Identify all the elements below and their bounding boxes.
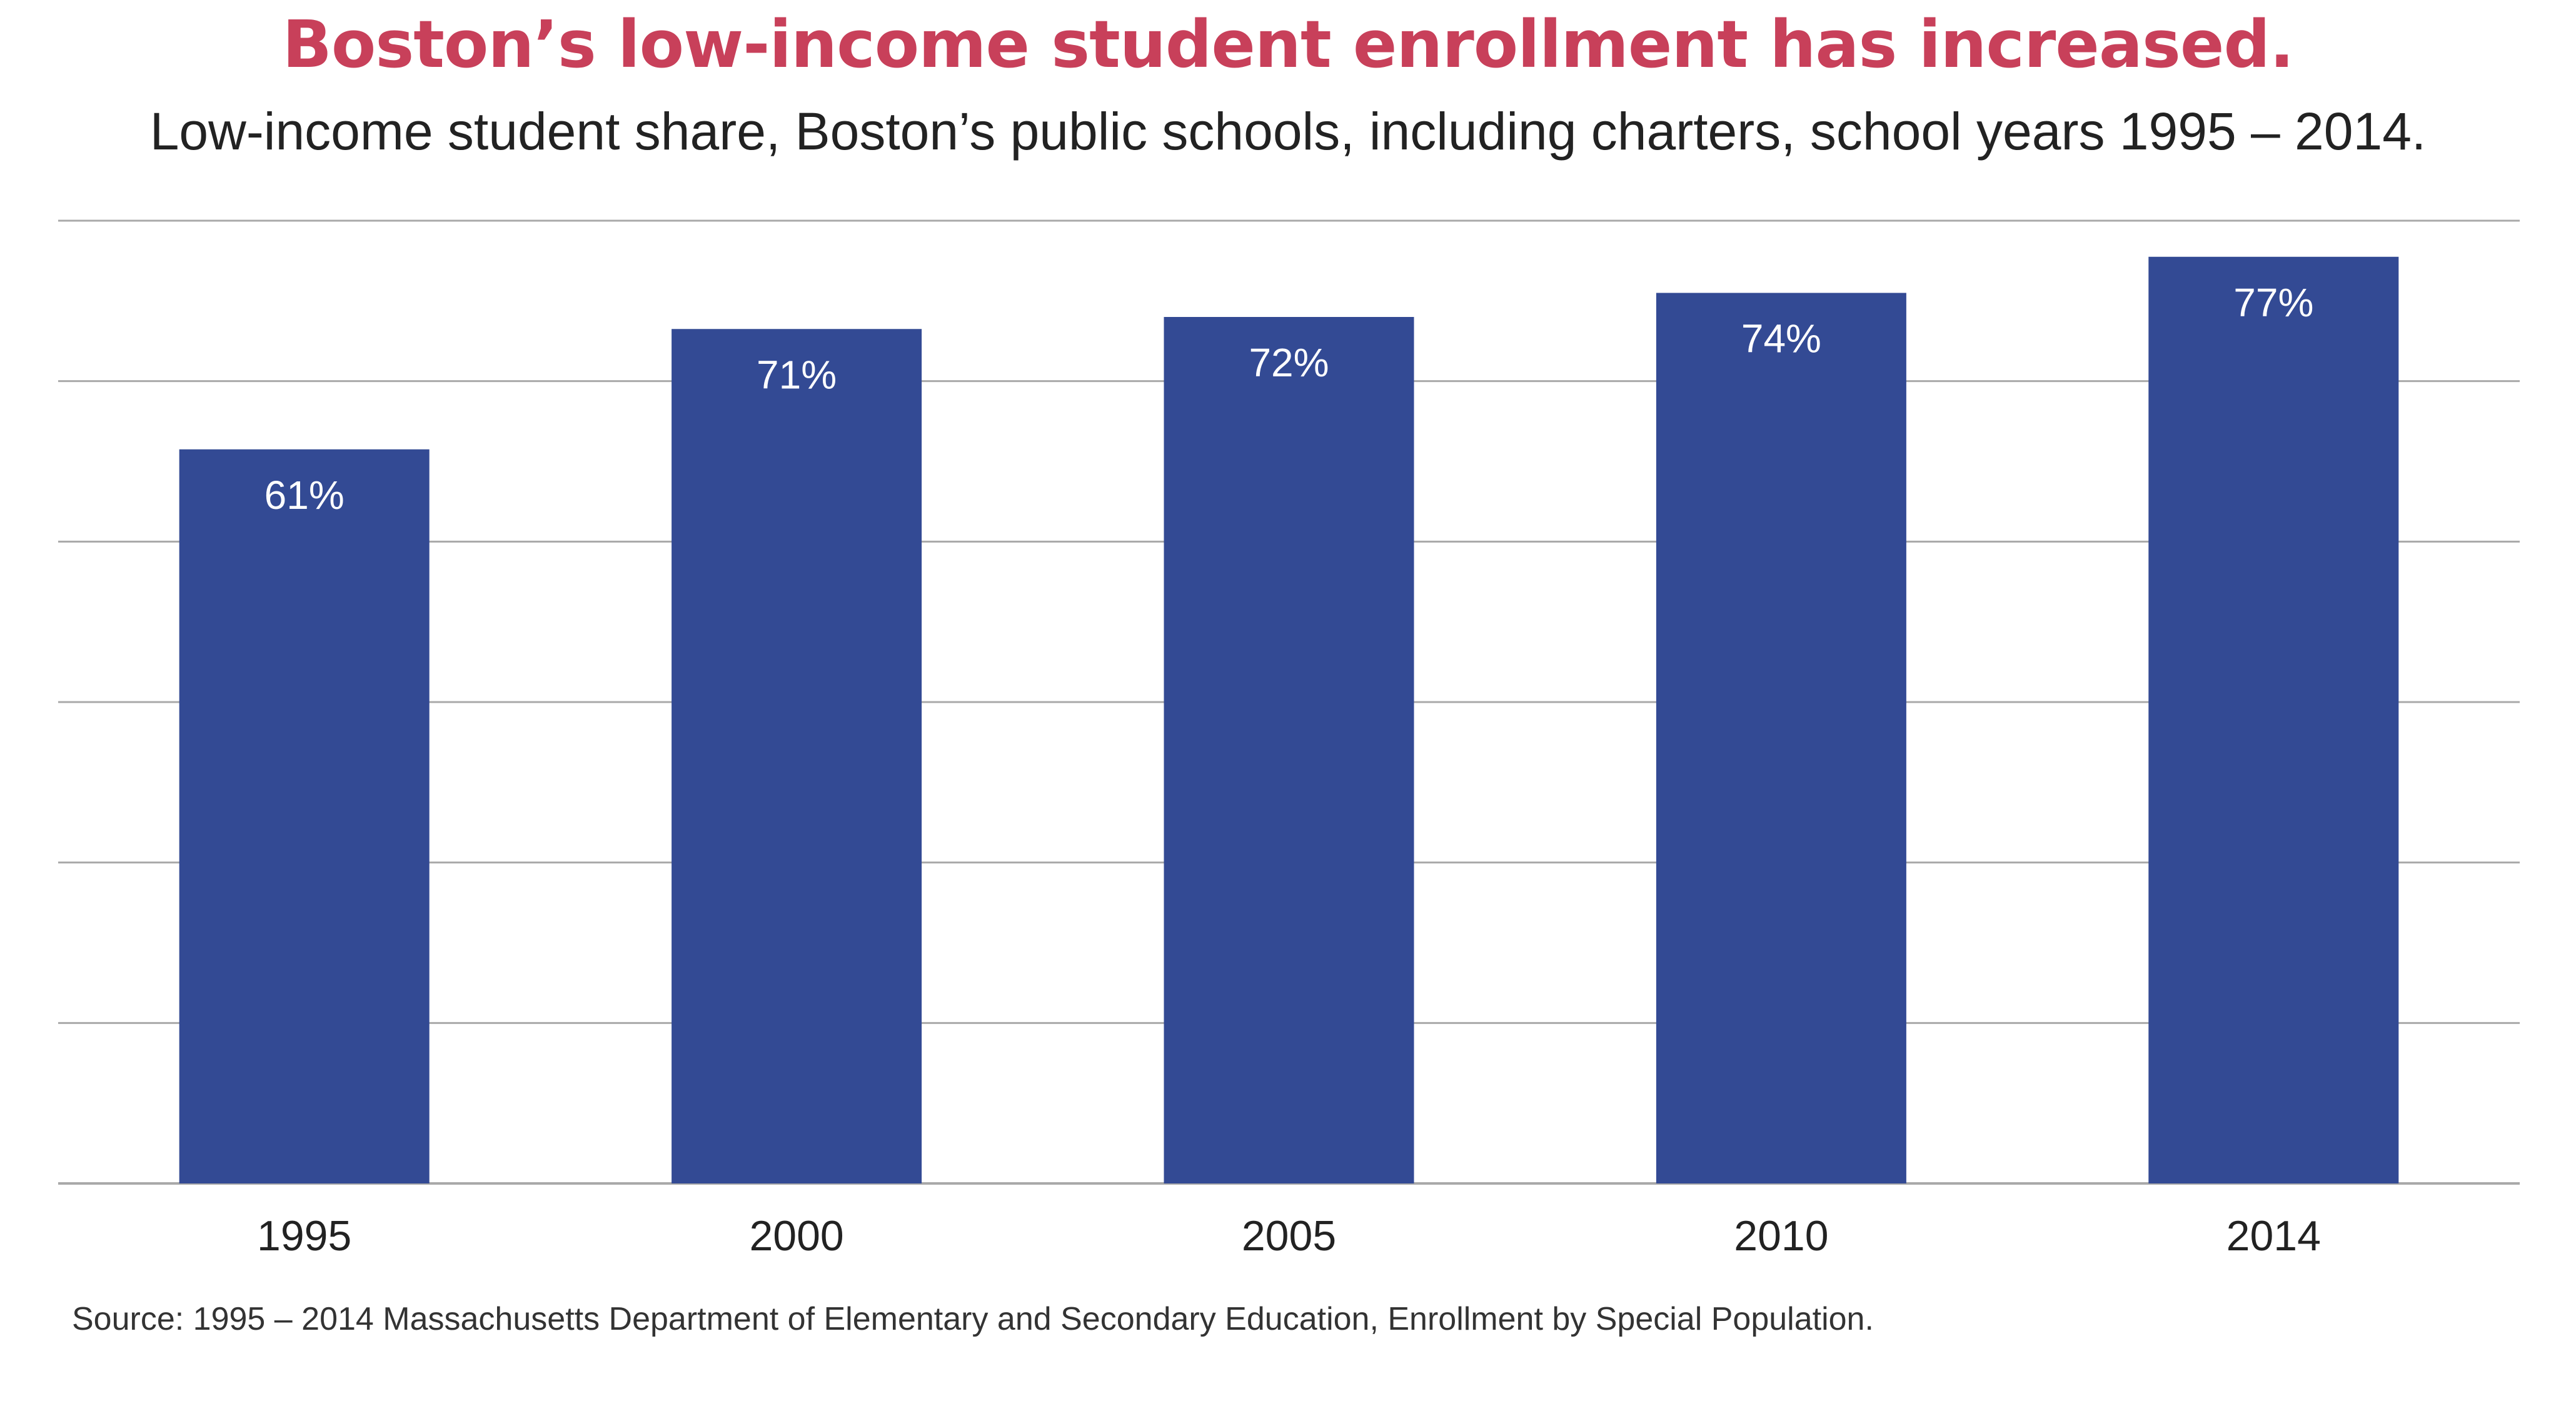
x-tick-label-2000: 2000 bbox=[749, 1212, 843, 1260]
source-note: Source: 1995 – 2014 Massachusetts Depart… bbox=[72, 1301, 1874, 1337]
value-labels: 61% 71% 72% 74% 77% bbox=[264, 280, 2314, 518]
bars bbox=[179, 256, 2399, 1183]
x-tick-labels: 1995 2000 2005 2010 2014 bbox=[257, 1212, 2321, 1260]
bar-2000 bbox=[672, 329, 922, 1183]
data-label-2014: 77% bbox=[2233, 280, 2313, 325]
bar-2005 bbox=[1164, 317, 1414, 1183]
chart-title: Boston’s low-income student enrollment h… bbox=[282, 6, 2295, 83]
bar-1995 bbox=[179, 449, 430, 1183]
x-tick-label-2005: 2005 bbox=[1242, 1212, 1336, 1260]
bar-2010 bbox=[1656, 293, 1906, 1183]
data-label-2000: 71% bbox=[757, 352, 837, 397]
chart-subtitle: Low-income student share, Boston’s publi… bbox=[149, 102, 2427, 161]
x-tick-label-1995: 1995 bbox=[257, 1212, 351, 1260]
data-label-2005: 72% bbox=[1249, 340, 1329, 385]
x-tick-label-2014: 2014 bbox=[2226, 1212, 2321, 1260]
data-label-1995: 61% bbox=[264, 473, 345, 518]
x-tick-label-2010: 2010 bbox=[1734, 1212, 1828, 1260]
data-label-2010: 74% bbox=[1741, 316, 1821, 361]
bar-2014 bbox=[2148, 256, 2399, 1183]
